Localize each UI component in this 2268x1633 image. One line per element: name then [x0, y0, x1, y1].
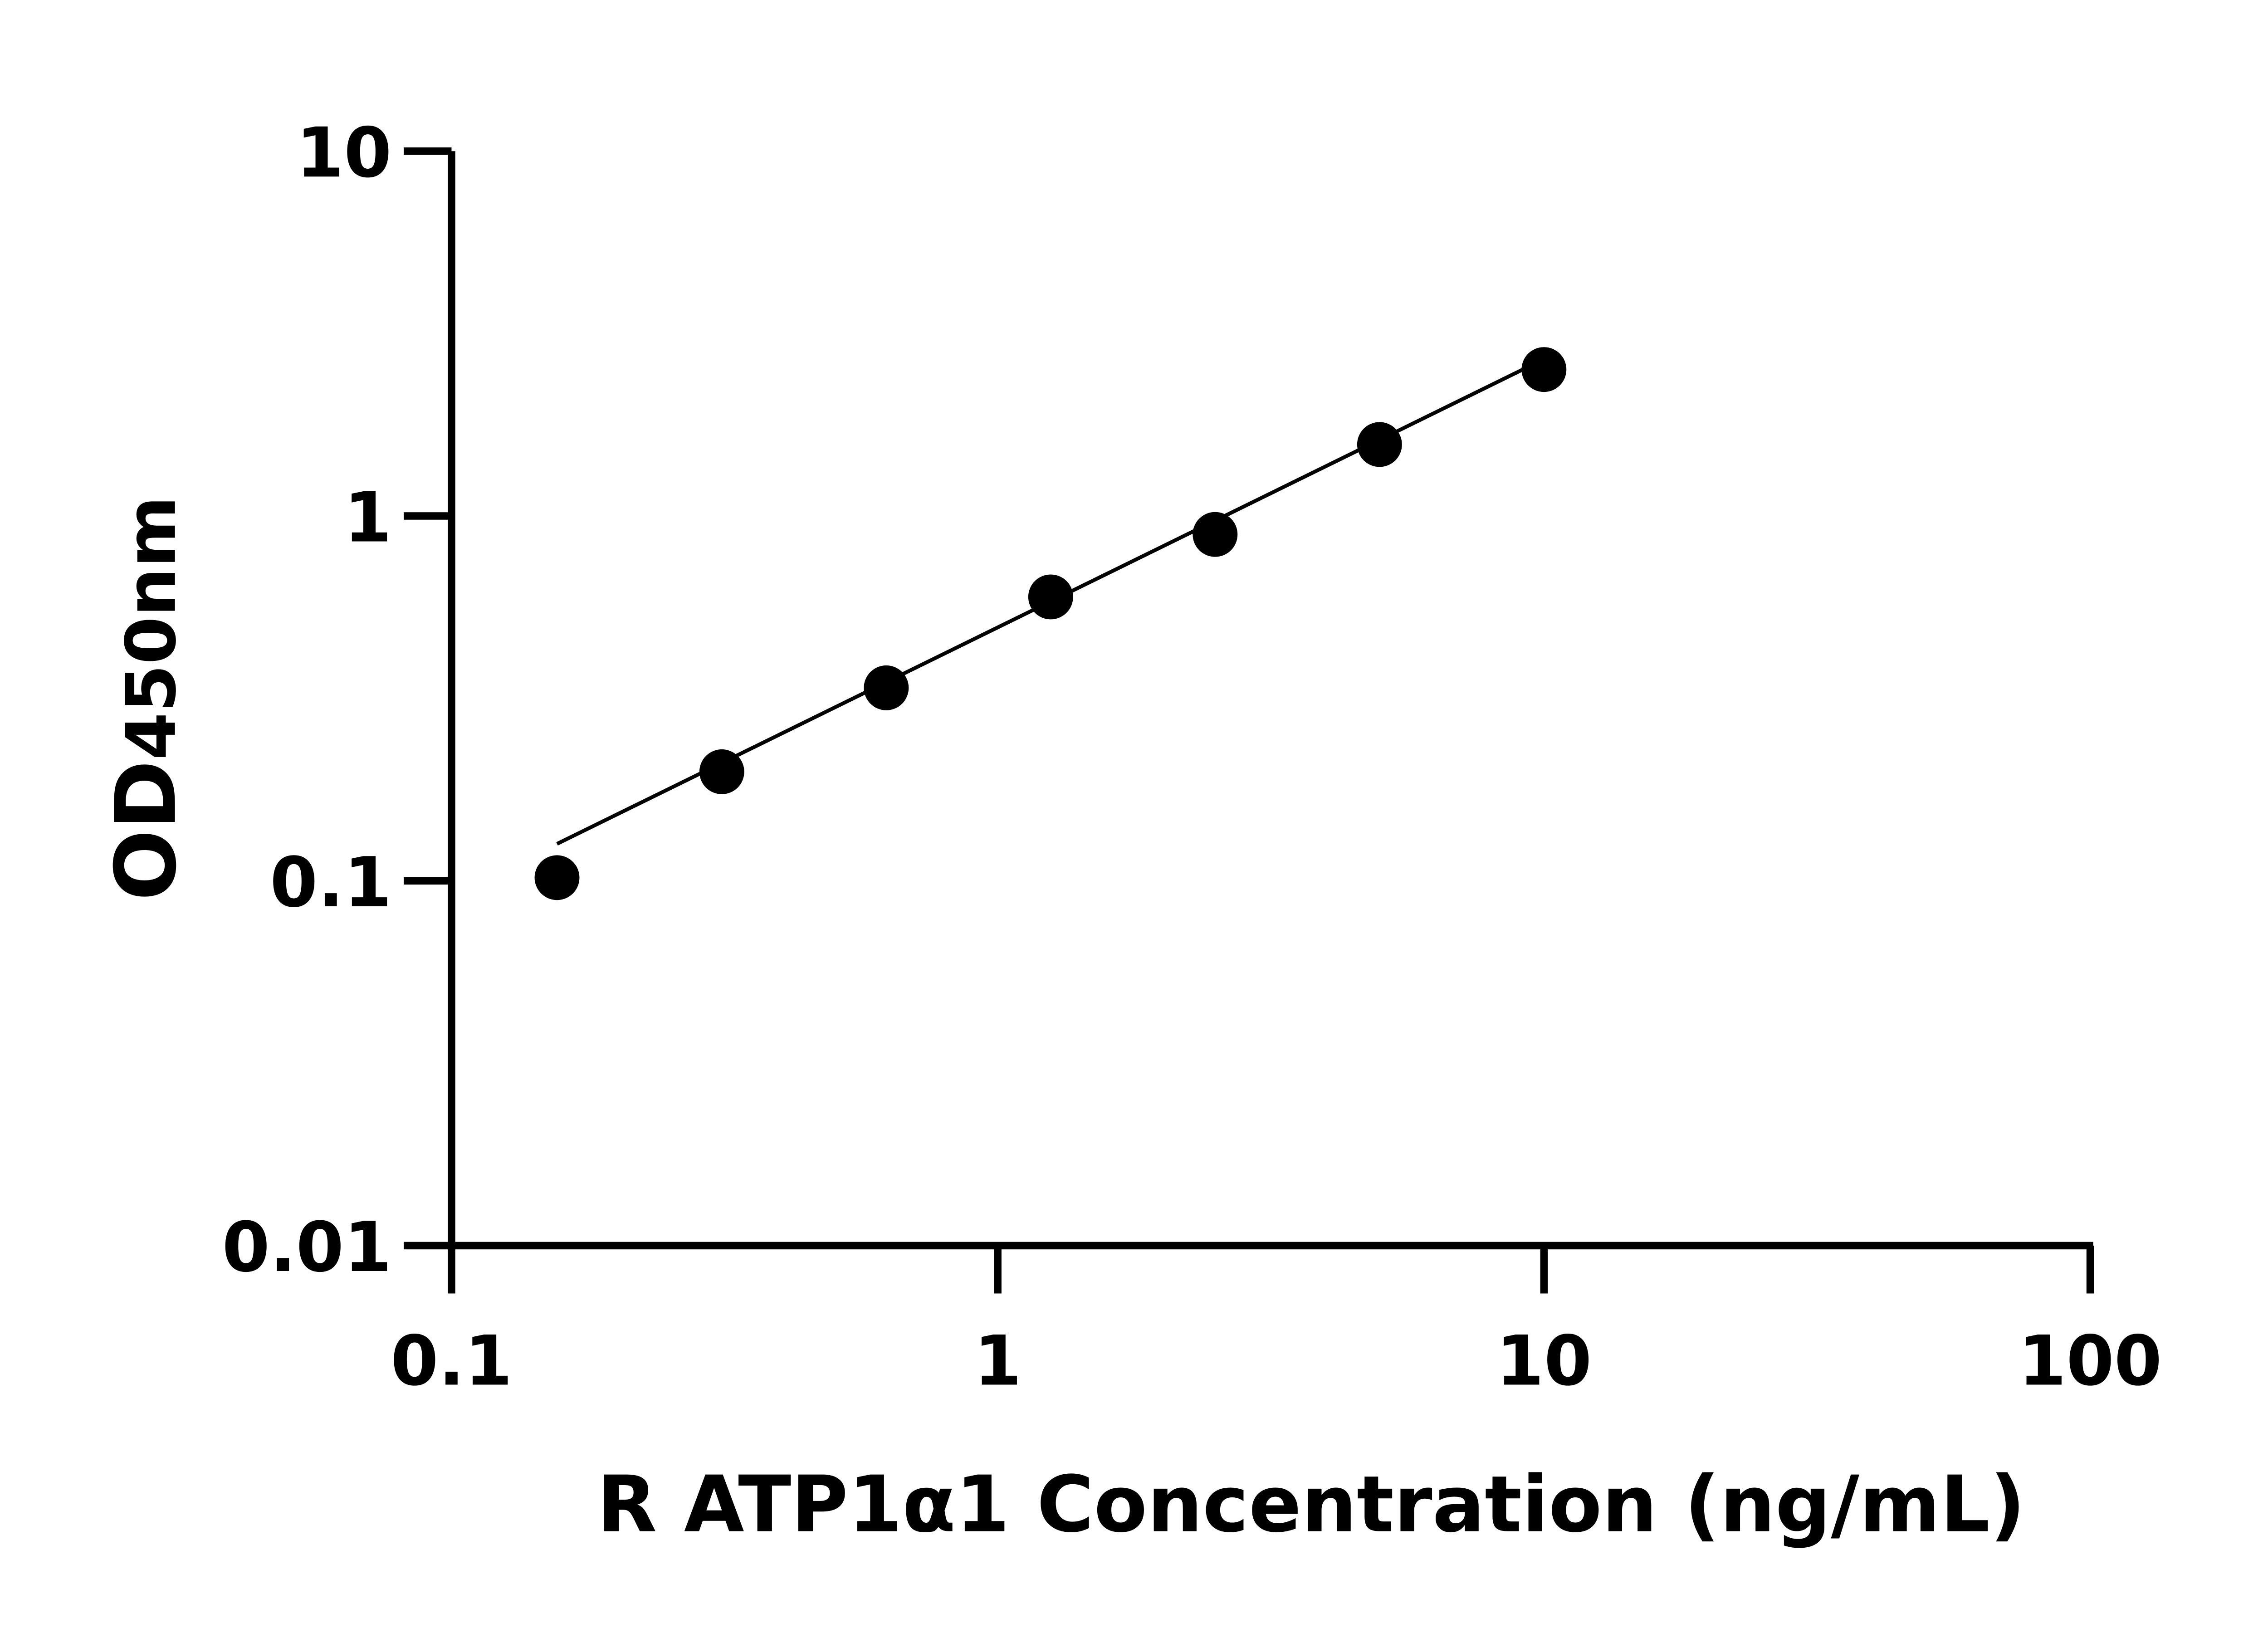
y-tick-label: 10 — [296, 112, 392, 193]
data-point — [1521, 347, 1567, 392]
x-tick-label: 1 — [974, 1321, 1022, 1401]
data-point — [534, 855, 580, 900]
x-tick-label: 10 — [1496, 1321, 1592, 1401]
data-point — [864, 665, 909, 710]
x-tick-label: 100 — [2019, 1321, 2162, 1401]
axes — [448, 151, 2093, 1250]
data-point — [699, 749, 744, 794]
y-tick-label: 0.01 — [222, 1207, 392, 1287]
ticks: 0.01 0.1 1 10 0.1 1 10 100 — [222, 112, 2162, 1401]
y-axis-label-sub: 450nm — [111, 496, 191, 760]
y-axis-label: OD450nm — [98, 496, 195, 901]
y-axis-label-main: OD — [98, 760, 195, 901]
y-tick-label: 0.1 — [270, 842, 392, 923]
data-point — [1193, 512, 1238, 557]
y-tick-label: 1 — [344, 478, 391, 558]
data-points — [534, 347, 1567, 900]
data-point — [1028, 574, 1073, 620]
data-point — [1357, 422, 1402, 467]
x-tick-label: 0.1 — [391, 1321, 513, 1401]
x-axis-label: R ATP1α1 Concentration (ng/mL) — [597, 1460, 2025, 1550]
